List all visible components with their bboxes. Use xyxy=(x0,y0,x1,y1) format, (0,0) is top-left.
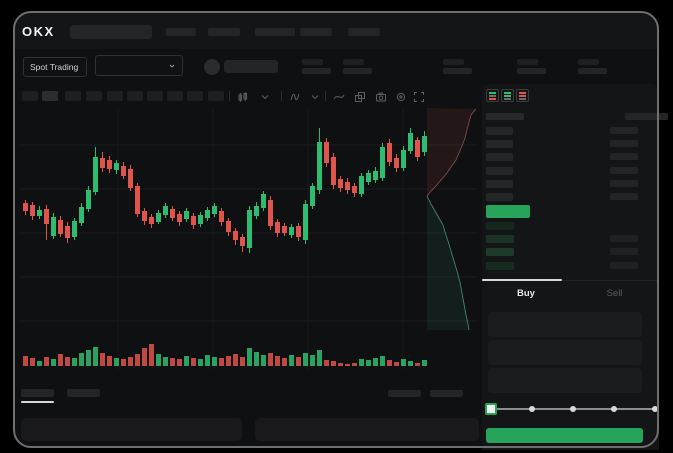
tabbar-divider xyxy=(482,280,659,281)
pair-select[interactable] xyxy=(95,55,183,76)
camera-icon[interactable] xyxy=(375,90,387,102)
ask-price-bar[interactable] xyxy=(486,140,513,148)
nav-item-placeholder[interactable] xyxy=(208,28,240,36)
stat-label-placeholder xyxy=(443,59,464,65)
stat-value-placeholder xyxy=(443,68,472,74)
timeframe-button[interactable] xyxy=(86,91,102,101)
bid-amount-bar[interactable] xyxy=(610,248,638,255)
indicator-icon[interactable] xyxy=(289,90,301,102)
ask-price-bar[interactable] xyxy=(486,153,513,161)
buy-button[interactable] xyxy=(486,428,643,443)
book-all-icon[interactable] xyxy=(486,89,499,102)
stat-label-placeholder xyxy=(517,59,538,65)
tab-sell[interactable]: Sell xyxy=(606,288,623,299)
bottom-tab[interactable] xyxy=(21,389,54,397)
bottom-panel-placeholder xyxy=(21,418,242,441)
okx-logo: OKX xyxy=(22,24,55,39)
last-price-bar[interactable] xyxy=(486,205,530,218)
candle-type-icon[interactable] xyxy=(237,90,249,102)
ask-amount-bar[interactable] xyxy=(610,140,638,147)
bid-amount-bar[interactable] xyxy=(610,262,638,269)
timeframe-button[interactable] xyxy=(22,91,38,101)
ask-amount-bar[interactable] xyxy=(610,127,638,134)
tab-buy[interactable]: Buy xyxy=(517,288,535,299)
ask-price-bar[interactable] xyxy=(486,127,513,135)
coin-avatar xyxy=(204,59,220,75)
market-type-select[interactable]: Spot Trading xyxy=(23,57,87,77)
book-col-header xyxy=(486,113,524,120)
timeframe-button[interactable] xyxy=(65,91,81,101)
slider-stop[interactable] xyxy=(611,406,617,412)
candlestick-chart[interactable] xyxy=(18,106,478,372)
stat-label-placeholder xyxy=(578,59,599,65)
bottom-tab-underline xyxy=(21,401,54,403)
ask-price-bar[interactable] xyxy=(486,180,513,188)
stat-value-placeholder xyxy=(343,68,372,74)
bid-price-bar[interactable] xyxy=(486,235,514,243)
bottom-action-placeholder[interactable] xyxy=(388,390,421,397)
timeframe-button[interactable] xyxy=(208,91,224,101)
line-tool-icon[interactable] xyxy=(333,90,345,102)
stat-value-placeholder xyxy=(578,68,607,74)
order-input[interactable] xyxy=(488,340,642,365)
stat-value-placeholder xyxy=(302,68,331,74)
slider-handle[interactable] xyxy=(485,403,497,415)
stat-value-placeholder xyxy=(517,68,546,74)
book-bids-icon[interactable] xyxy=(501,89,514,102)
book-col-header xyxy=(625,113,668,120)
timeframe-button[interactable] xyxy=(127,91,143,101)
depth-overlay xyxy=(426,108,477,331)
bid-amount-bar[interactable] xyxy=(610,235,638,242)
compare-icon[interactable] xyxy=(354,90,366,102)
ask-amount-bar[interactable] xyxy=(610,193,638,200)
timeframe-button[interactable] xyxy=(147,91,163,101)
nav-item-placeholder[interactable] xyxy=(300,28,332,36)
stat-label-placeholder xyxy=(343,59,364,65)
ask-amount-bar[interactable] xyxy=(610,180,638,187)
bid-price-bar[interactable] xyxy=(486,222,514,230)
expand-icon[interactable] xyxy=(413,90,425,102)
order-input[interactable] xyxy=(488,368,642,393)
bottom-action-placeholder[interactable] xyxy=(430,390,463,397)
stat-label-placeholder xyxy=(302,59,323,65)
ask-amount-bar[interactable] xyxy=(610,153,638,160)
chevron-down-icon[interactable] xyxy=(259,90,271,102)
slider-stop[interactable] xyxy=(652,406,658,412)
slider-stop[interactable] xyxy=(529,406,535,412)
chevron-down-icon xyxy=(78,66,80,68)
timeframe-button[interactable] xyxy=(187,91,203,101)
nav-item-placeholder[interactable] xyxy=(166,28,196,36)
toolbar-separator xyxy=(281,91,282,101)
slider-stop[interactable] xyxy=(570,406,576,412)
orderbook-trade-panel: Buy Sell xyxy=(482,84,668,450)
chevron-down-icon[interactable] xyxy=(309,90,321,102)
bottom-panel-placeholder xyxy=(255,418,479,441)
bid-price-bar[interactable] xyxy=(486,248,514,256)
ask-price-bar[interactable] xyxy=(486,193,513,201)
timeframe-button[interactable] xyxy=(42,91,58,101)
search-input[interactable] xyxy=(70,25,152,39)
ask-amount-bar[interactable] xyxy=(610,167,638,174)
nav-item-placeholder[interactable] xyxy=(255,28,295,36)
ask-price-bar[interactable] xyxy=(486,167,513,175)
market-type-label: Spot Trading xyxy=(30,62,79,72)
active-tab-indicator xyxy=(482,279,562,281)
bid-price-bar[interactable] xyxy=(486,262,514,270)
book-asks-icon[interactable] xyxy=(516,89,529,102)
ticker-placeholder xyxy=(224,60,278,73)
timeframe-button[interactable] xyxy=(107,91,123,101)
gear-icon[interactable] xyxy=(395,90,407,102)
order-input[interactable] xyxy=(488,312,642,337)
bottom-tab[interactable] xyxy=(67,389,100,397)
toolbar-separator xyxy=(325,91,326,101)
chevron-down-icon xyxy=(169,64,175,68)
timeframe-button[interactable] xyxy=(167,91,183,101)
nav-item-placeholder[interactable] xyxy=(348,28,380,36)
toolbar-separator xyxy=(229,91,230,101)
